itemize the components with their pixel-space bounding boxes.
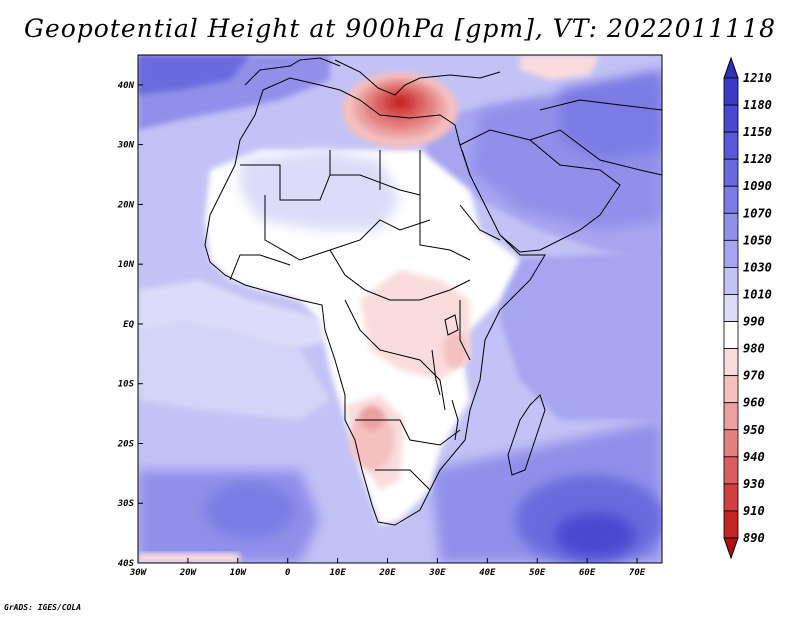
colorbar-label: 940 <box>743 450 765 464</box>
colorbar-label: 1180 <box>743 98 772 112</box>
colorbar-swatch <box>723 483 739 512</box>
colorbar-label: 1010 <box>743 287 772 301</box>
lon-label: 20W <box>179 568 198 578</box>
lon-label: 30E <box>428 568 446 578</box>
colorbar-swatch <box>723 375 739 404</box>
colorbar-label: 980 <box>743 342 765 356</box>
colorbar-label: 1120 <box>743 152 772 166</box>
lat-label: EQ <box>123 320 134 330</box>
colorbar-swatch <box>723 104 739 133</box>
colorbar-label: 930 <box>743 477 765 491</box>
lon-label: 40E <box>479 568 496 578</box>
colorbar-swatch <box>723 158 739 187</box>
colorbar-swatch <box>723 348 739 377</box>
colorbar-top-arrow <box>723 56 739 79</box>
colorbar-swatch <box>723 510 739 539</box>
colorbar-label: 970 <box>743 369 765 383</box>
colorbar-swatch <box>723 402 739 431</box>
coastlines <box>204 57 662 526</box>
lon-label: 70E <box>629 568 646 578</box>
lon-label: 30W <box>129 568 148 578</box>
colorbar-swatch <box>723 77 739 106</box>
grads-credit: GrADS: IGES/COLA <box>4 603 82 612</box>
colorbar: 1210 1180 1150 1120 1090 1070 1050 1030 1010 990 9… <box>723 56 772 560</box>
colorbar-label: 960 <box>743 396 765 410</box>
lon-label: 10W <box>230 568 248 578</box>
colorbar-swatch <box>723 185 739 214</box>
colorbar-label: 1070 <box>743 206 772 220</box>
colorbar-label: 950 <box>743 423 765 437</box>
lat-label: 40N <box>118 81 135 91</box>
colorbar-swatch <box>723 321 739 349</box>
lon-label: 0 <box>285 568 291 578</box>
map-title: Geopotential Height at 900hPa [gpm], VT:… <box>23 14 777 43</box>
lat-label: 30N <box>117 141 135 151</box>
lat-label: 40S <box>118 559 135 569</box>
colorbar-swatch <box>723 294 739 322</box>
lon-label: 50E <box>529 568 546 578</box>
lon-label: 10E <box>329 568 346 578</box>
colorbar-swatch <box>723 239 739 268</box>
lat-label: 20S <box>117 439 135 449</box>
colorbar-label: 1150 <box>743 125 772 139</box>
colorbar-label: 990 <box>743 315 765 329</box>
colorbar-label: 1030 <box>743 260 772 274</box>
colorbar-swatch <box>723 212 739 241</box>
colorbar-label: 890 <box>743 531 765 545</box>
plot-frame <box>137 54 663 564</box>
colorbar-swatch <box>723 456 739 485</box>
colorbar-bottom-arrow <box>723 537 739 560</box>
lat-label: 10S <box>118 380 135 390</box>
colorbar-swatch <box>723 267 739 295</box>
colorbar-swatch <box>723 131 739 160</box>
colorbar-label: 910 <box>743 504 765 518</box>
colorbar-swatch <box>723 429 739 458</box>
lat-label: 20N <box>117 200 135 210</box>
colorbar-label: 1050 <box>743 233 772 247</box>
colorbar-label: 1090 <box>743 179 772 193</box>
latitude-axis: 40N 30N 20N 10N EQ 10S 20S 30S 40S <box>117 81 143 569</box>
longitude-axis: 30W 20W 10W 0 10E 20E 30E 40E 50E 60E 70E <box>129 558 646 578</box>
lon-label: 60E <box>579 568 596 578</box>
colorbar-label: 1210 <box>743 71 772 85</box>
lat-label: 10N <box>118 260 135 270</box>
lat-label: 30S <box>117 499 135 509</box>
height-field <box>138 55 662 563</box>
lon-label: 20E <box>378 568 396 578</box>
